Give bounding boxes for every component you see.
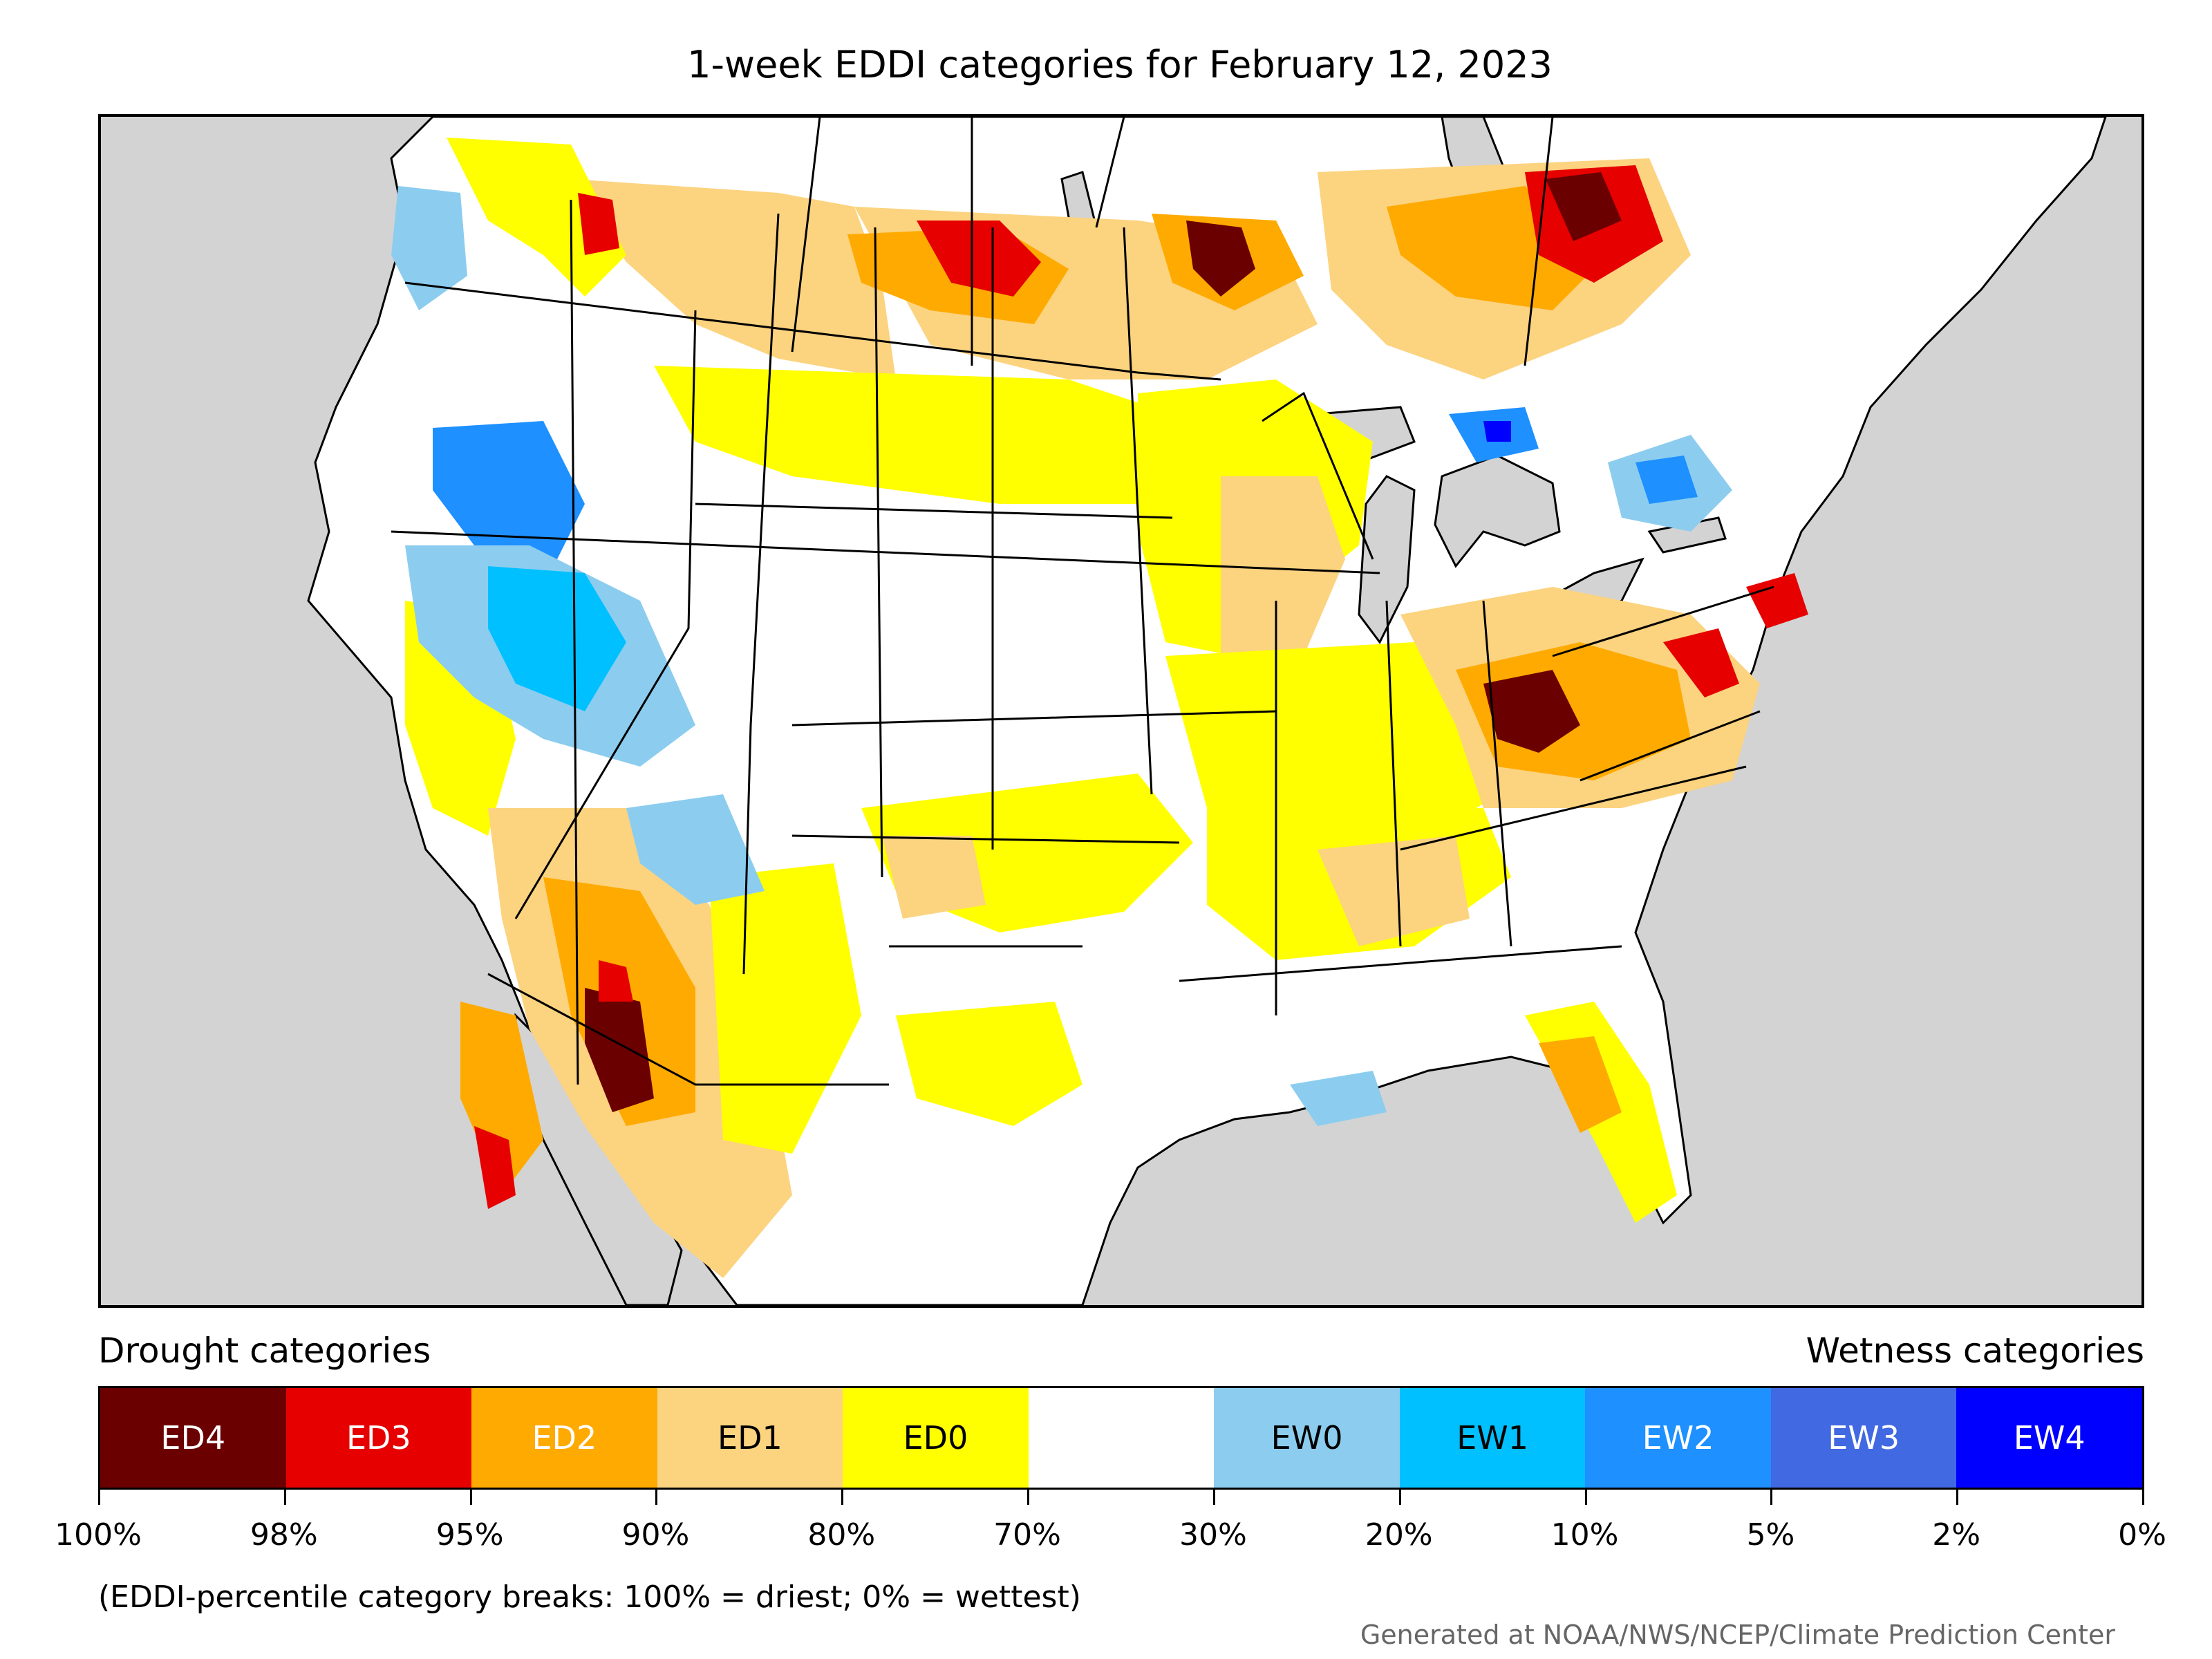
colorbar-tick bbox=[283, 1490, 286, 1505]
swatch-label: EW4 bbox=[2013, 1419, 2086, 1456]
colorbar-tick bbox=[1956, 1490, 1959, 1505]
colorbar-tick bbox=[2142, 1490, 2144, 1505]
swatch-ew2: EW2 bbox=[1585, 1388, 1771, 1488]
swatch-label: ED3 bbox=[346, 1419, 411, 1456]
tick-label: 98% bbox=[250, 1517, 318, 1553]
swatch-ew0: EW0 bbox=[1214, 1388, 1400, 1488]
credit-text: Generated at NOAA/NWS/NCEP/Climate Predi… bbox=[1360, 1620, 2115, 1650]
category-patches bbox=[391, 138, 1808, 1278]
swatch-ed3: ED3 bbox=[285, 1388, 472, 1488]
colorbar-tick bbox=[1212, 1490, 1215, 1505]
map-title: 1-week EDDI categories for February 12, … bbox=[687, 43, 1553, 86]
swatch-label: ED2 bbox=[532, 1419, 597, 1456]
colorbar-tick bbox=[841, 1490, 844, 1505]
swatch-label: EW2 bbox=[1642, 1419, 1714, 1456]
swatch-normal bbox=[1028, 1388, 1215, 1488]
boundary-lines bbox=[391, 117, 1774, 1086]
eddi-map bbox=[98, 114, 2144, 1308]
category-colorbar: ED4 ED3 ED2 ED1 ED0 EW0 EW1 EW2 EW3 EW4 bbox=[98, 1386, 2144, 1490]
map-graphic bbox=[307, 117, 2107, 1305]
swatch-label: ED4 bbox=[160, 1419, 226, 1456]
tick-label: 20% bbox=[1365, 1517, 1433, 1553]
drought-categories-heading: Drought categories bbox=[98, 1331, 431, 1371]
swatch-ed2: ED2 bbox=[471, 1388, 657, 1488]
colorbar-tick bbox=[1584, 1490, 1587, 1505]
swatch-ed1: ED1 bbox=[657, 1388, 843, 1488]
colorbar-tick bbox=[98, 1490, 100, 1505]
colorbar-tick bbox=[1027, 1490, 1030, 1505]
swatch-label: EW3 bbox=[1828, 1419, 1900, 1456]
great-lakes bbox=[1239, 406, 1727, 644]
tick-label: 70% bbox=[993, 1517, 1061, 1553]
swatch-ew1: EW1 bbox=[1399, 1388, 1586, 1488]
colorbar-tick bbox=[1770, 1490, 1773, 1505]
tick-label: 0% bbox=[2118, 1517, 2166, 1553]
swatch-label: EW0 bbox=[1271, 1419, 1343, 1456]
tick-label: 5% bbox=[1746, 1517, 1795, 1553]
tick-label: 80% bbox=[807, 1517, 876, 1553]
swatch-label: ED0 bbox=[903, 1419, 968, 1456]
tick-label: 10% bbox=[1550, 1517, 1619, 1553]
colorbar-tick bbox=[655, 1490, 658, 1505]
tick-label: 30% bbox=[1179, 1517, 1247, 1553]
colorbar-tick bbox=[469, 1490, 472, 1505]
swatch-label: ED1 bbox=[718, 1419, 782, 1456]
swatch-ew3: EW3 bbox=[1770, 1388, 1957, 1488]
swatch-ed4: ED4 bbox=[100, 1388, 286, 1488]
category-breaks-note: (EDDI-percentile category breaks: 100% =… bbox=[98, 1580, 1081, 1615]
swatch-ew4: EW4 bbox=[1956, 1388, 2143, 1488]
colorbar-ticks bbox=[98, 1490, 2144, 1517]
swatch-ed0: ED0 bbox=[843, 1388, 1029, 1488]
colorbar-tick bbox=[1398, 1490, 1401, 1505]
tick-label: 100% bbox=[55, 1517, 142, 1553]
swatch-label: EW1 bbox=[1456, 1419, 1529, 1456]
tick-label: 2% bbox=[1932, 1517, 1981, 1553]
tick-label: 95% bbox=[435, 1517, 504, 1553]
tick-label: 90% bbox=[621, 1517, 690, 1553]
wetness-categories-heading: Wetness categories bbox=[1806, 1331, 2144, 1371]
